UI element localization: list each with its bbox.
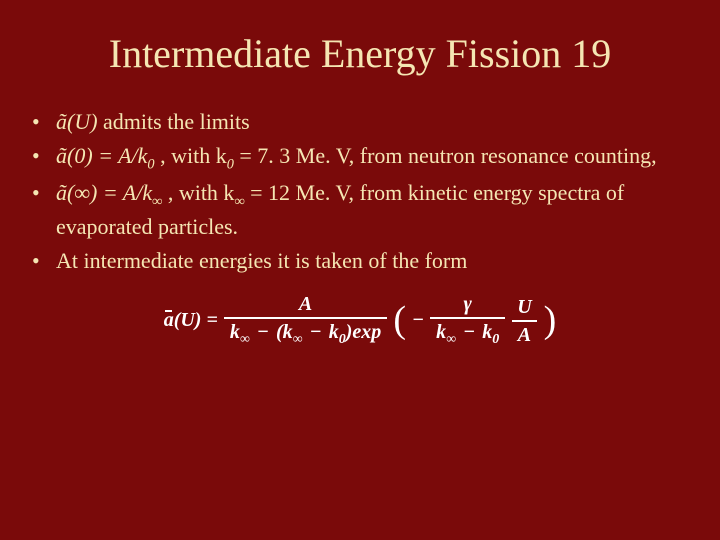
formula-den1-lp: ( [276, 321, 283, 343]
bullet-3-eq: ã(∞) = A/k [56, 180, 152, 205]
formula-frac-2: γ k∞ − k0 [430, 293, 505, 347]
bullet-1-text: admits the limits [98, 109, 250, 134]
formula-den1-kinf: k [230, 321, 240, 343]
bullet-3-sub1: ∞ [152, 194, 162, 210]
formula-den1-minus2: − [308, 321, 324, 343]
formula-exp: exp [352, 321, 381, 343]
formula-den1-k0: k [329, 321, 339, 343]
formula-den3: A [512, 320, 537, 346]
formula-num1: A [293, 293, 318, 317]
bullet-3: ã(∞) = A/k∞ , with k∞ = 12 Me. V, from k… [28, 178, 692, 241]
bullet-2-mid: , with k [155, 143, 227, 168]
bullet-2-eq: ã(0) = A/k [56, 143, 147, 168]
formula-lhs-a: a [164, 309, 174, 332]
bullet-2: ã(0) = A/k0 , with k0 = 7. 3 Me. V, from… [28, 141, 692, 175]
formula-frac-1: A k∞ − (k∞ − k0)exp [224, 293, 387, 347]
slide: Intermediate Energy Fission 19 ã(U) admi… [0, 0, 720, 540]
bullet-4: At intermediate energies it is taken of … [28, 246, 692, 276]
bullet-list: ã(U) admits the limits ã(0) = A/k0 , wit… [28, 107, 692, 275]
formula-den1: k∞ − (k∞ − k0)exp [224, 317, 387, 347]
bullet-2-sub1: 0 [147, 156, 154, 172]
bullet-1: ã(U) admits the limits [28, 107, 692, 137]
bullet-1-var: ã(U) [56, 109, 98, 134]
slide-title: Intermediate Energy Fission 19 [28, 30, 692, 77]
formula-den2-kinf-sub: ∞ [446, 332, 456, 347]
formula: a(U) = A k∞ − (k∞ − k0)exp ( − γ [164, 293, 557, 347]
formula-num3: U [511, 296, 537, 320]
formula-den2: k∞ − k0 [430, 317, 505, 347]
formula-num2: γ [457, 293, 477, 317]
formula-den2-k0-sub: 0 [492, 332, 499, 347]
formula-neg: − [412, 309, 424, 332]
formula-container: a(U) = A k∞ − (k∞ − k0)exp ( − γ [28, 293, 692, 347]
bullet-4-text: At intermediate energies it is taken of … [56, 248, 467, 273]
formula-frac-3: U A [511, 296, 537, 346]
formula-den2-minus: − [461, 321, 477, 343]
formula-lhs-u: (U) = [174, 309, 218, 331]
bullet-2-sub2: 0 [227, 156, 234, 172]
bullet-3-sub2: ∞ [234, 194, 244, 210]
formula-den2-k0: k [482, 321, 492, 343]
bullet-3-mid: , with k [162, 180, 234, 205]
formula-big-rparen: ) [544, 305, 557, 335]
formula-den1-k0-sub: 0 [339, 332, 346, 347]
formula-den1-kinf2-sub: ∞ [293, 332, 303, 347]
bullet-2-rest: = 7. 3 Me. V, from neutron resonance cou… [234, 143, 657, 168]
formula-den2-kinf: k [436, 321, 446, 343]
formula-den1-kinf-sub: ∞ [240, 332, 250, 347]
formula-den1-kinf2: k [283, 321, 293, 343]
formula-den1-minus1: − [255, 321, 271, 343]
formula-big-lparen: ( [393, 305, 406, 335]
